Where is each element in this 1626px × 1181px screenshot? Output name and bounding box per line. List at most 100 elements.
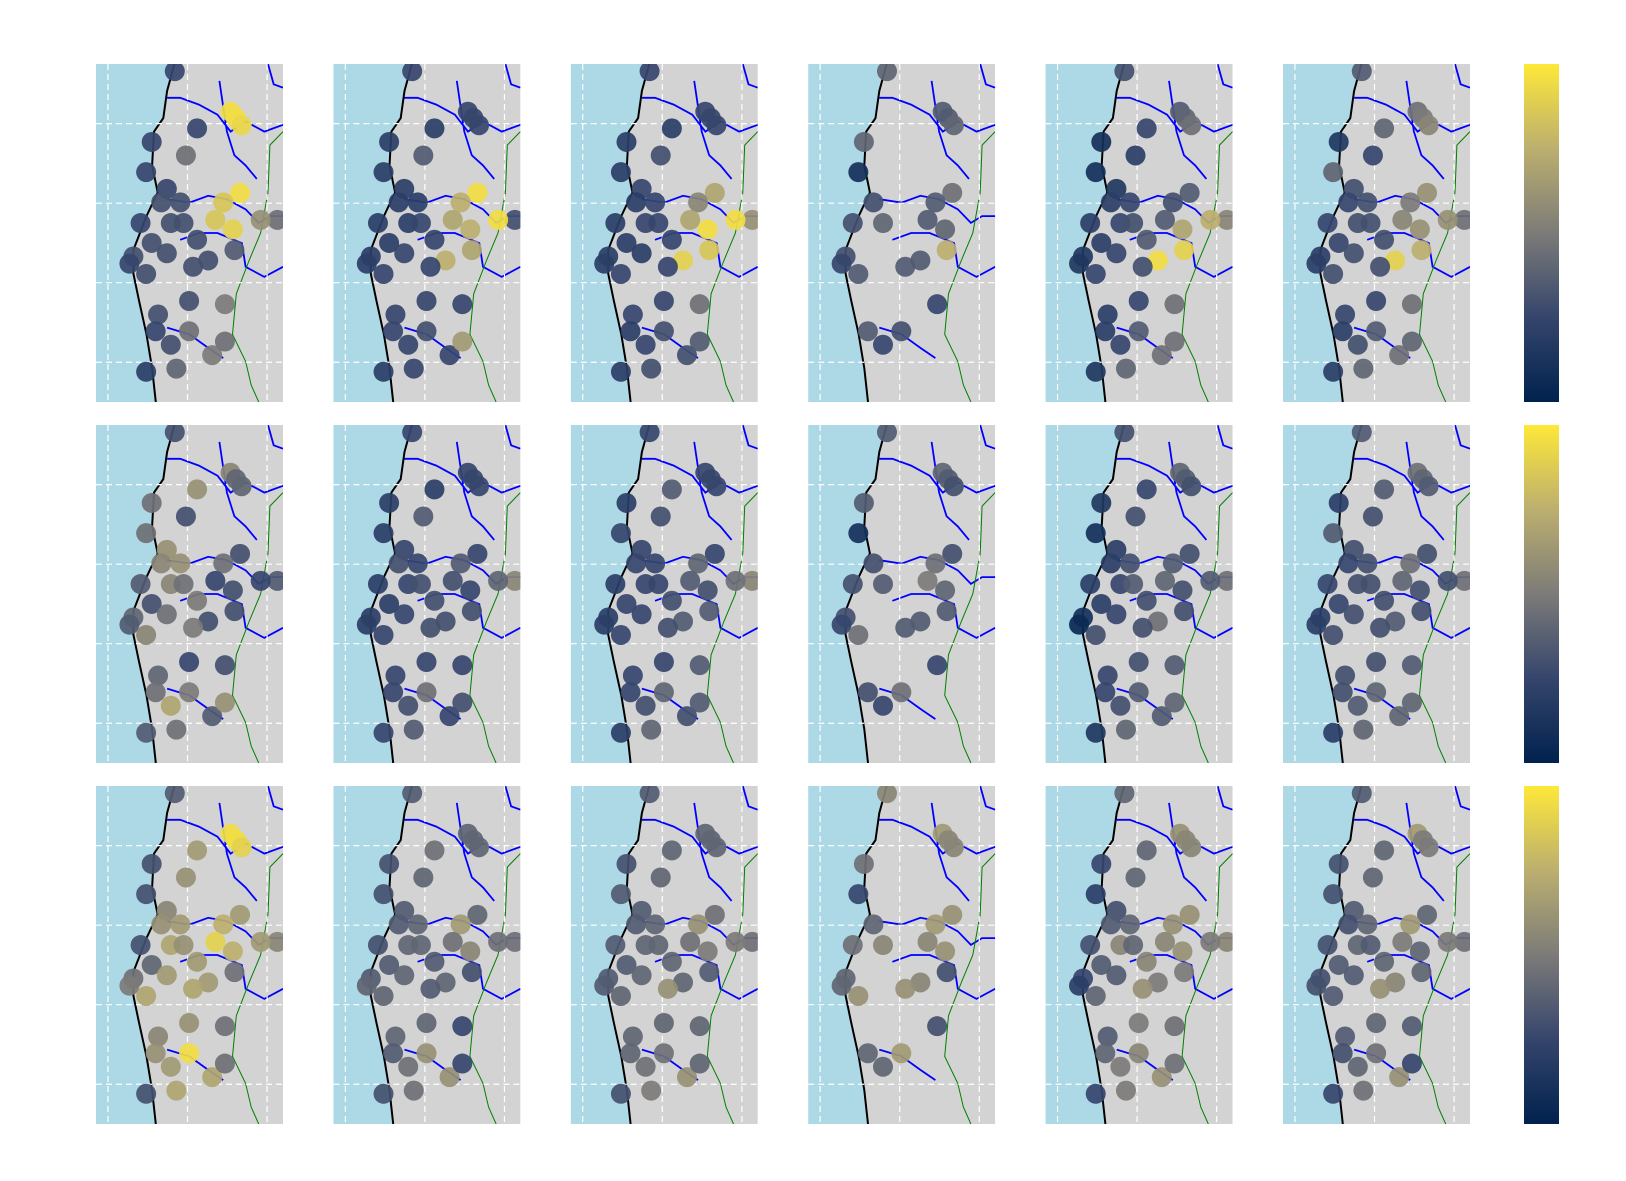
station-point bbox=[1454, 570, 1470, 591]
station-point bbox=[842, 574, 863, 595]
station-point bbox=[635, 1056, 656, 1077]
station-point bbox=[435, 250, 456, 271]
station-point bbox=[1366, 290, 1387, 311]
station-point bbox=[1366, 1043, 1387, 1064]
station-point bbox=[145, 321, 166, 342]
station-point bbox=[935, 941, 956, 962]
station-point bbox=[1362, 506, 1383, 527]
station-point bbox=[1097, 1026, 1118, 1047]
border bbox=[1418, 853, 1470, 1124]
station-point bbox=[388, 914, 409, 935]
station-point bbox=[250, 931, 271, 952]
station-point bbox=[1392, 931, 1413, 952]
station-point bbox=[141, 593, 162, 614]
river bbox=[879, 555, 996, 586]
station-point bbox=[610, 985, 631, 1006]
station-point bbox=[202, 706, 223, 727]
station-point bbox=[1091, 232, 1112, 253]
station-point bbox=[1080, 574, 1101, 595]
ocean bbox=[1283, 786, 1362, 1124]
station-point bbox=[1217, 209, 1233, 230]
station-point bbox=[626, 553, 647, 574]
station-point bbox=[1181, 115, 1202, 136]
station-point bbox=[1181, 837, 1202, 858]
station-point bbox=[848, 624, 869, 645]
ocean bbox=[333, 786, 412, 1124]
station-point bbox=[704, 182, 725, 203]
station-point bbox=[1332, 1043, 1353, 1064]
station-point bbox=[1347, 1056, 1368, 1077]
station-point bbox=[653, 682, 674, 703]
station-point bbox=[925, 192, 946, 213]
station-point bbox=[1335, 304, 1356, 325]
station-point bbox=[435, 972, 456, 993]
station-point bbox=[1360, 574, 1381, 595]
station-point bbox=[394, 965, 415, 986]
map-panel bbox=[808, 786, 996, 1124]
station-point bbox=[410, 213, 431, 234]
station-point bbox=[1323, 523, 1344, 544]
border bbox=[1181, 131, 1233, 402]
station-point bbox=[148, 1026, 169, 1047]
station-point bbox=[413, 506, 434, 527]
station-point bbox=[383, 682, 404, 703]
station-point bbox=[151, 192, 172, 213]
station-point bbox=[231, 837, 252, 858]
station-point bbox=[356, 253, 377, 274]
station-point bbox=[742, 931, 758, 952]
station-point bbox=[873, 1056, 893, 1077]
station-point bbox=[214, 655, 235, 676]
station-point bbox=[160, 1056, 181, 1077]
map-panel bbox=[333, 786, 521, 1124]
station-point bbox=[895, 617, 916, 638]
station-point bbox=[402, 786, 423, 804]
station-point bbox=[1454, 209, 1470, 230]
station-point bbox=[166, 358, 187, 379]
station-point bbox=[373, 523, 394, 544]
station-point bbox=[917, 209, 938, 230]
station-point bbox=[620, 321, 641, 342]
station-point bbox=[179, 321, 200, 342]
station-point bbox=[699, 962, 720, 983]
station-point bbox=[895, 256, 916, 277]
station-point bbox=[398, 695, 419, 716]
station-point bbox=[831, 614, 852, 635]
station-point bbox=[641, 358, 662, 379]
station-point bbox=[610, 624, 631, 645]
station-point bbox=[1164, 692, 1185, 713]
station-point bbox=[1164, 655, 1185, 676]
map-panel bbox=[333, 64, 521, 402]
station-point bbox=[1164, 1053, 1185, 1074]
station-point bbox=[373, 624, 394, 645]
station-point bbox=[222, 941, 243, 962]
station-point bbox=[413, 145, 434, 166]
station-point bbox=[1338, 914, 1359, 935]
map-panel bbox=[96, 64, 283, 402]
station-point bbox=[1069, 614, 1090, 635]
station-point bbox=[1136, 590, 1157, 611]
station-point bbox=[1136, 840, 1157, 861]
station-point bbox=[1351, 425, 1372, 443]
station-point bbox=[631, 965, 652, 986]
station-point bbox=[1080, 935, 1101, 956]
station-point bbox=[141, 131, 162, 152]
colorbar bbox=[1524, 786, 1559, 1124]
station-point bbox=[1181, 476, 1202, 497]
station-point bbox=[250, 209, 271, 230]
station-point bbox=[148, 665, 169, 686]
station-point bbox=[697, 580, 718, 601]
station-point bbox=[214, 1016, 235, 1037]
station-point bbox=[450, 914, 471, 935]
border bbox=[944, 853, 996, 1124]
station-point bbox=[1162, 914, 1183, 935]
station-point bbox=[1306, 975, 1327, 996]
station-point bbox=[917, 931, 938, 952]
station-point bbox=[1343, 965, 1364, 986]
station-point bbox=[942, 182, 963, 203]
station-point bbox=[641, 1080, 662, 1101]
station-point bbox=[136, 624, 157, 645]
station-point bbox=[198, 972, 219, 993]
station-point bbox=[1154, 931, 1175, 952]
ocean bbox=[96, 786, 175, 1124]
station-point bbox=[403, 719, 424, 740]
